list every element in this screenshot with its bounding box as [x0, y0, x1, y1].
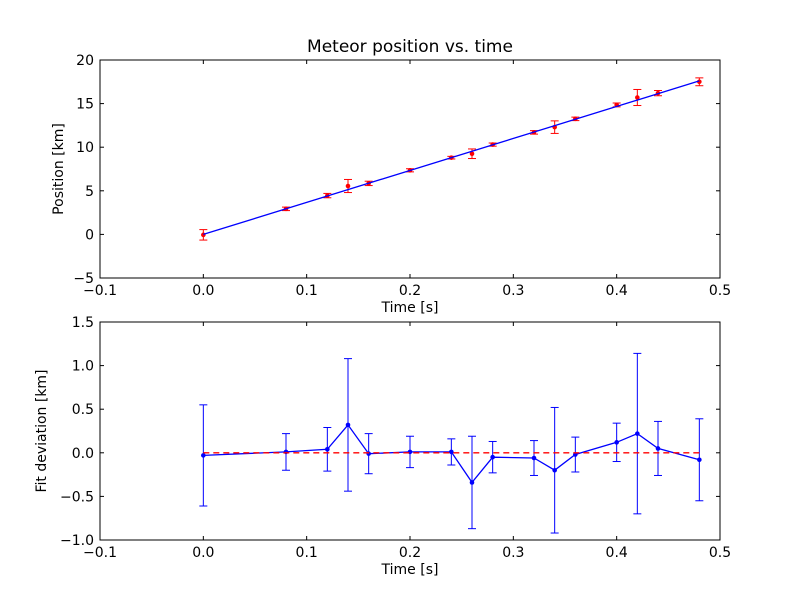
panel1-xtick-label: 0.2	[399, 283, 421, 299]
panel2-data-point	[552, 467, 557, 473]
panel1-axes-frame	[99, 59, 721, 279]
panel2-xtick-label: 0.1	[296, 545, 318, 561]
panel2-data-point	[449, 449, 454, 455]
panel2-axes-frame	[99, 321, 721, 541]
panel2-data-point	[614, 440, 619, 445]
panel2-ytick-label: 1.0	[72, 359, 94, 375]
panel1-ytick-label: 10	[76, 140, 94, 156]
panel2-series-errorbar-line-line	[203, 423, 700, 484]
panel2-xlabel: Time [s]	[381, 562, 439, 578]
panel1-xlabel: Time [s]	[381, 300, 439, 316]
panel1-xtick-label: −0.1	[83, 283, 117, 299]
panel2-data-point	[366, 451, 371, 456]
panel2-data-point	[201, 453, 206, 458]
panel1-ytick-label: 20	[76, 53, 94, 69]
panel1-ytick-label: 0	[85, 227, 94, 243]
panel1-ylabel: Position [km]	[51, 123, 67, 215]
panel1-xtick-label: 0.0	[192, 283, 214, 299]
panel2-ytick-label: −1.0	[60, 533, 94, 549]
panel2-data-point	[490, 454, 495, 460]
panel2-ytick-label: 0.0	[72, 446, 94, 462]
panel1-ytick-label: 5	[85, 184, 94, 200]
panel1-xtick-label: 0.4	[606, 283, 628, 299]
panel1-xtick-label: 0.5	[709, 283, 731, 299]
panel1-xtick-label: 0.3	[502, 283, 524, 299]
panel2-ytick-label: 1.5	[72, 315, 94, 331]
panel1-data-point	[635, 95, 640, 100]
panel2-ytick-label: −0.5	[60, 489, 94, 505]
panel1-ytick-label: 15	[76, 97, 94, 113]
panel1-data-point	[345, 183, 351, 189]
panel1-data-point	[469, 151, 475, 157]
panel1-xtick-label: 0.1	[296, 283, 318, 299]
panel2-data-point	[345, 422, 351, 428]
panel2-data-point	[531, 455, 537, 461]
panel2-data-point	[635, 431, 640, 436]
panel1-title: Meteor position vs. time	[307, 37, 513, 57]
panel2-xtick-label: 0.3	[502, 545, 524, 561]
panel2-data-point	[283, 449, 289, 455]
panel1-series-fit-line-line	[203, 80, 700, 236]
panel2-xtick-label: 0.4	[606, 545, 628, 561]
panel2-data-point	[469, 480, 475, 485]
panel2-data-point	[407, 449, 413, 455]
panel2-data-point	[655, 446, 661, 451]
panel2-xtick-label: 0.0	[192, 545, 214, 561]
panel2-data-point	[697, 457, 702, 463]
panel2-xtick-label: 0.5	[709, 545, 731, 561]
panel2-xtick-label: −0.1	[83, 545, 117, 561]
panel2-data-point	[325, 447, 330, 452]
panel1-ytick-label: −5	[73, 271, 94, 287]
panel2-ylabel: Fit deviation [km]	[34, 369, 50, 492]
panel2-xtick-label: 0.2	[399, 545, 421, 561]
panel2-ytick-label: 0.5	[72, 402, 94, 418]
